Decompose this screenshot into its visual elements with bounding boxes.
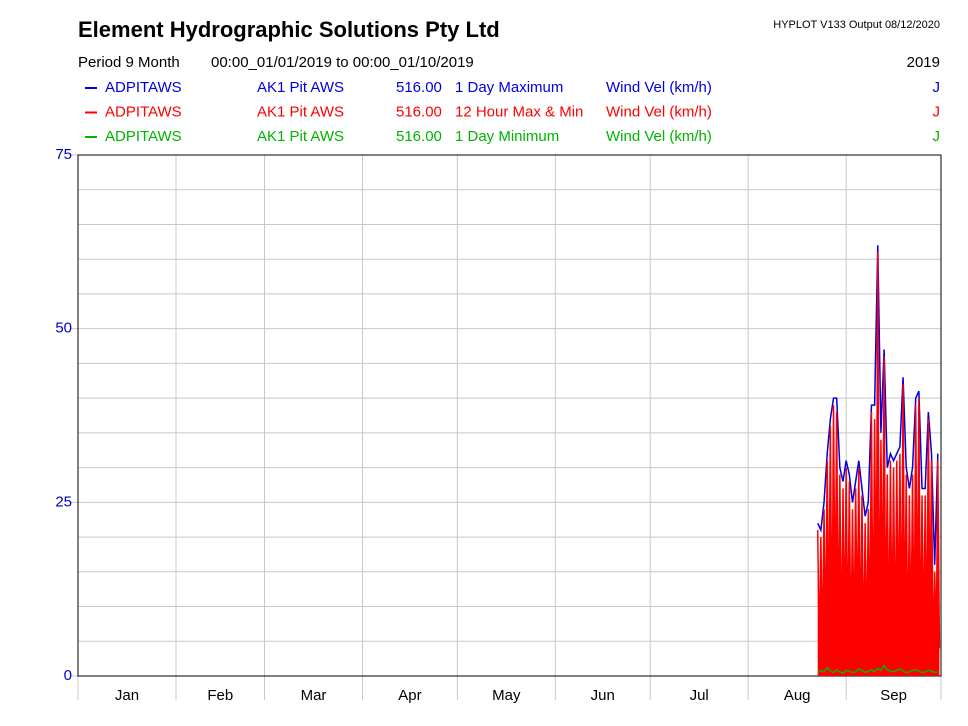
legend-description: 12 Hour Max & Min xyxy=(455,103,583,120)
software-label: HYPLOT V133 Output 08/12/2020 xyxy=(773,19,940,31)
x-tick-label: Mar xyxy=(301,687,327,704)
legend-name: ADPITAWS xyxy=(105,79,182,96)
legend-name: ADPITAWS xyxy=(105,128,182,145)
legend-site: AK1 Pit AWS xyxy=(257,128,344,145)
data-line xyxy=(816,252,941,656)
data-line xyxy=(817,245,939,565)
data-line xyxy=(817,664,938,675)
chart-title: Element Hydrographic Solutions Pty Ltd xyxy=(78,17,500,42)
legend-datum: 516.00 xyxy=(396,128,442,145)
legend-code: J xyxy=(933,128,941,145)
legend-code: J xyxy=(933,79,941,96)
legend-variable: Wind Vel (km/h) xyxy=(606,128,712,145)
y-tick-label: 50 xyxy=(55,320,72,337)
y-tick-label: 0 xyxy=(64,667,72,684)
legend-variable: Wind Vel (km/h) xyxy=(606,103,712,120)
x-tick-label: Jul xyxy=(690,687,709,704)
legend-datum: 516.00 xyxy=(396,103,442,120)
period-label: Period 9 Month xyxy=(78,54,180,71)
plot-frame xyxy=(77,154,942,677)
period-range: 00:00_01/01/2019 to 00:00_01/10/2019 xyxy=(211,54,474,71)
legend-site: AK1 Pit AWS xyxy=(257,103,344,120)
x-tick-label: Sep xyxy=(880,687,907,704)
legend-datum: 516.00 xyxy=(396,79,442,96)
legend-variable: Wind Vel (km/h) xyxy=(606,79,712,96)
y-tick-label: 25 xyxy=(55,493,72,510)
legend-name: ADPITAWS xyxy=(105,103,182,120)
x-tick-label: Aug xyxy=(784,687,811,704)
y-tick-label: 75 xyxy=(55,146,72,163)
legend-description: 1 Day Minimum xyxy=(455,128,559,145)
x-tick-label: May xyxy=(492,687,521,704)
x-tick-label: Jun xyxy=(591,687,615,704)
legend-code: J xyxy=(933,103,941,120)
year-label: 2019 xyxy=(907,54,940,71)
x-tick-label: Jan xyxy=(115,687,139,704)
x-tick-label: Apr xyxy=(398,687,421,704)
x-tick-label: Feb xyxy=(207,687,233,704)
legend-site: AK1 Pit AWS xyxy=(257,79,344,96)
legend-description: 1 Day Maximum xyxy=(455,79,563,96)
